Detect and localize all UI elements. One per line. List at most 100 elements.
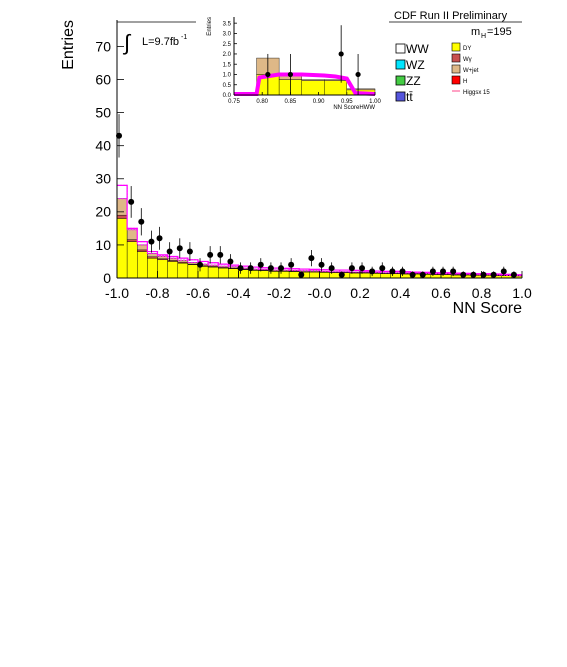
y-tick-label: 30 bbox=[95, 171, 111, 187]
stack-bar bbox=[319, 272, 330, 279]
legend-swatch bbox=[395, 59, 406, 70]
legend-swatch bbox=[395, 91, 406, 102]
x-tick-label: -0.6 bbox=[186, 285, 210, 301]
data-point bbox=[470, 271, 477, 278]
stack-bar bbox=[126, 229, 138, 240]
stack-bar bbox=[147, 257, 158, 279]
data-point bbox=[328, 265, 335, 272]
stack-bar bbox=[278, 271, 290, 279]
stack-bar bbox=[177, 262, 189, 279]
inset-plot: 0.75 0.80 0.85 0.90 0.95 1.00 0.0 0.5 1.0 1.5 2.0 2… bbox=[207, 17, 381, 111]
x-tick-label: 0.4 bbox=[391, 285, 411, 301]
data-point bbox=[237, 265, 244, 272]
legend-label: tt̄ bbox=[406, 90, 413, 104]
data-point bbox=[429, 268, 436, 275]
signal-bin bbox=[136, 241, 148, 246]
x-tick-label: 0.85 bbox=[285, 99, 297, 105]
stack-bar bbox=[126, 241, 138, 279]
y-tick-label: 10 bbox=[95, 237, 111, 253]
data-point bbox=[318, 261, 325, 268]
data-point bbox=[419, 271, 426, 278]
higgs-mass-label: m H =195 bbox=[471, 26, 512, 40]
data-point bbox=[207, 251, 214, 258]
data-point bbox=[217, 251, 224, 258]
legend-swatch bbox=[451, 42, 461, 52]
data-point bbox=[116, 132, 123, 139]
x-tick-label: -0.4 bbox=[226, 285, 250, 301]
data-point bbox=[288, 261, 295, 268]
data-point bbox=[278, 265, 285, 272]
inset-axes: 0.75 0.80 0.85 0.90 0.95 1.00 0.0 0.5 1.0 1.5 2.0 2… bbox=[223, 17, 381, 105]
y-tick-label: 0 bbox=[103, 270, 111, 286]
mass-label-subscript: H bbox=[481, 33, 486, 40]
stack-bar bbox=[329, 272, 340, 279]
legend-label: Higgsx 15 bbox=[463, 90, 490, 96]
inset-data-points bbox=[265, 25, 361, 95]
legend-label: WZ bbox=[406, 58, 425, 72]
stack-bar bbox=[268, 271, 280, 279]
data-point bbox=[176, 245, 183, 252]
data-point bbox=[308, 255, 315, 262]
y-tick-label: 0.5 bbox=[223, 83, 232, 89]
data-point bbox=[379, 265, 386, 272]
data-point bbox=[265, 71, 271, 78]
legend-label: DY bbox=[463, 46, 471, 52]
stack-bar bbox=[116, 198, 128, 216]
legend-swatch bbox=[395, 43, 406, 54]
x-tick-label: 1.0 bbox=[512, 285, 532, 301]
y-axis-label: Entries bbox=[60, 20, 77, 70]
data-point bbox=[500, 268, 507, 275]
stack-bar bbox=[380, 273, 391, 279]
y-tick-label: 40 bbox=[95, 138, 111, 154]
legend-swatch bbox=[451, 75, 461, 85]
stack-bar bbox=[390, 273, 401, 279]
x-tick-label: 0.2 bbox=[350, 285, 370, 301]
inset-y-axis-label: Entries bbox=[207, 17, 213, 36]
y-tick-label: 1.0 bbox=[223, 73, 232, 79]
data-point bbox=[128, 198, 135, 205]
stack-bar bbox=[301, 79, 325, 81]
x-tick-label: 0.8 bbox=[472, 285, 492, 301]
legend-swatch bbox=[451, 64, 461, 74]
stack-bar bbox=[349, 272, 361, 279]
luminosity-text: L=9.7fb bbox=[142, 36, 179, 48]
stack-bar bbox=[346, 88, 376, 91]
x-tick-label: 0.6 bbox=[431, 285, 451, 301]
stack-bar bbox=[288, 271, 300, 279]
y-tick-label: 2.5 bbox=[223, 42, 232, 48]
signal-curve bbox=[234, 72, 376, 96]
data-point bbox=[197, 261, 204, 268]
legend-label: H bbox=[463, 79, 467, 85]
x-tick-label: -0.8 bbox=[145, 285, 169, 301]
legend-label: Wγ bbox=[463, 57, 472, 63]
data-point bbox=[287, 71, 293, 78]
y-tick-label: 20 bbox=[95, 204, 111, 220]
x-tick-label: -0.0 bbox=[307, 285, 331, 301]
mass-label-main: m bbox=[471, 26, 480, 38]
legend-label: W+jet bbox=[463, 68, 479, 74]
data-point bbox=[257, 261, 264, 268]
data-point bbox=[355, 71, 361, 78]
legend-right-column: DY Wγ W+jet H Higgsx 15 bbox=[451, 42, 490, 96]
stack-bar bbox=[137, 249, 148, 252]
stack-bar bbox=[187, 264, 199, 279]
data-point bbox=[156, 235, 163, 242]
stack-bar bbox=[228, 268, 239, 279]
main-data-points bbox=[116, 114, 517, 278]
x-tick-label: 0.90 bbox=[313, 99, 325, 105]
data-point bbox=[247, 265, 254, 272]
legend-swatch bbox=[451, 53, 461, 63]
x-axis-label: NN Score bbox=[453, 300, 522, 317]
data-point bbox=[186, 248, 193, 255]
y-tick-label: 50 bbox=[95, 105, 111, 121]
y-tick-label: 1.5 bbox=[223, 62, 232, 68]
data-point bbox=[138, 218, 145, 225]
stack-bar bbox=[137, 251, 148, 279]
stack-bar bbox=[126, 239, 138, 242]
main-axes: -1.0 -0.8 -0.6 -0.4 -0.2 -0.0 0.2 0.4 0.6 0.8 1.00… bbox=[95, 20, 532, 301]
y-tick-label: 70 bbox=[95, 38, 111, 54]
legend-label: ZZ bbox=[406, 74, 421, 88]
inset-signal-curve bbox=[234, 72, 376, 96]
inset-x-axis-label: NN ScoreHWW bbox=[333, 105, 375, 111]
